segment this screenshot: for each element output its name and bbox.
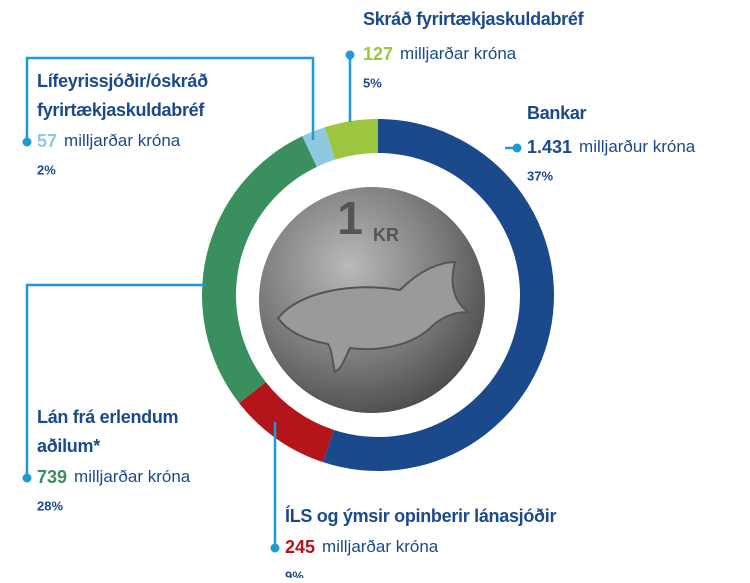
value-unit: milljarður króna [579,137,696,156]
value-number: 245 [285,537,315,557]
value-label: 127 milljarðar króna [363,44,517,64]
category-label: Bankar [527,103,587,123]
value-label: 1.431 milljarður króna [527,137,696,157]
value-label: 57 milljarðar króna [37,131,181,151]
value-number: 1.431 [527,137,572,157]
coin-number: 1 [337,192,363,244]
percent-label: 5% [363,75,382,90]
percent-label: 37% [527,168,553,183]
percent-label: 9% [285,568,304,578]
coin-unit: KR [373,225,399,245]
leader-line [25,283,206,478]
value-unit: milljarðar króna [74,467,191,486]
value-unit: milljarðar króna [64,131,181,150]
value-label: 245 milljarðar króna [285,537,439,557]
donut-segment [322,119,555,471]
category-label: ÍLS og ýmsir opinberir lánasjóðir [285,505,556,526]
value-number: 127 [363,44,393,64]
category-label: Lán frá erlendum [37,407,178,427]
category-label: Lífeyrissjóðir/óskráð [37,71,208,91]
value-label: 739 milljarðar króna [37,467,191,487]
leader-dot [512,143,522,153]
donut-segment [239,382,334,463]
value-unit: milljarðar króna [400,44,517,63]
percent-label: 28% [37,498,63,513]
value-number: 739 [37,467,67,487]
leader-dot [22,137,32,147]
donut-segment [324,119,378,160]
donut-segment [302,127,336,167]
value-unit: milljarðar króna [322,537,439,556]
donut-segment [201,136,317,403]
category-label: aðilum* [37,436,100,456]
coin-fish [276,260,471,374]
percent-label: 2% [37,162,56,177]
category-label: Skráð fyrirtækjaskuldabréf [363,9,585,29]
leader-dot [22,473,32,483]
leader-dot [345,50,355,60]
value-number: 57 [37,131,57,151]
leader-dot [270,543,280,553]
leader-line [25,56,315,142]
category-label: fyrirtækjaskuldabréf [37,100,205,120]
